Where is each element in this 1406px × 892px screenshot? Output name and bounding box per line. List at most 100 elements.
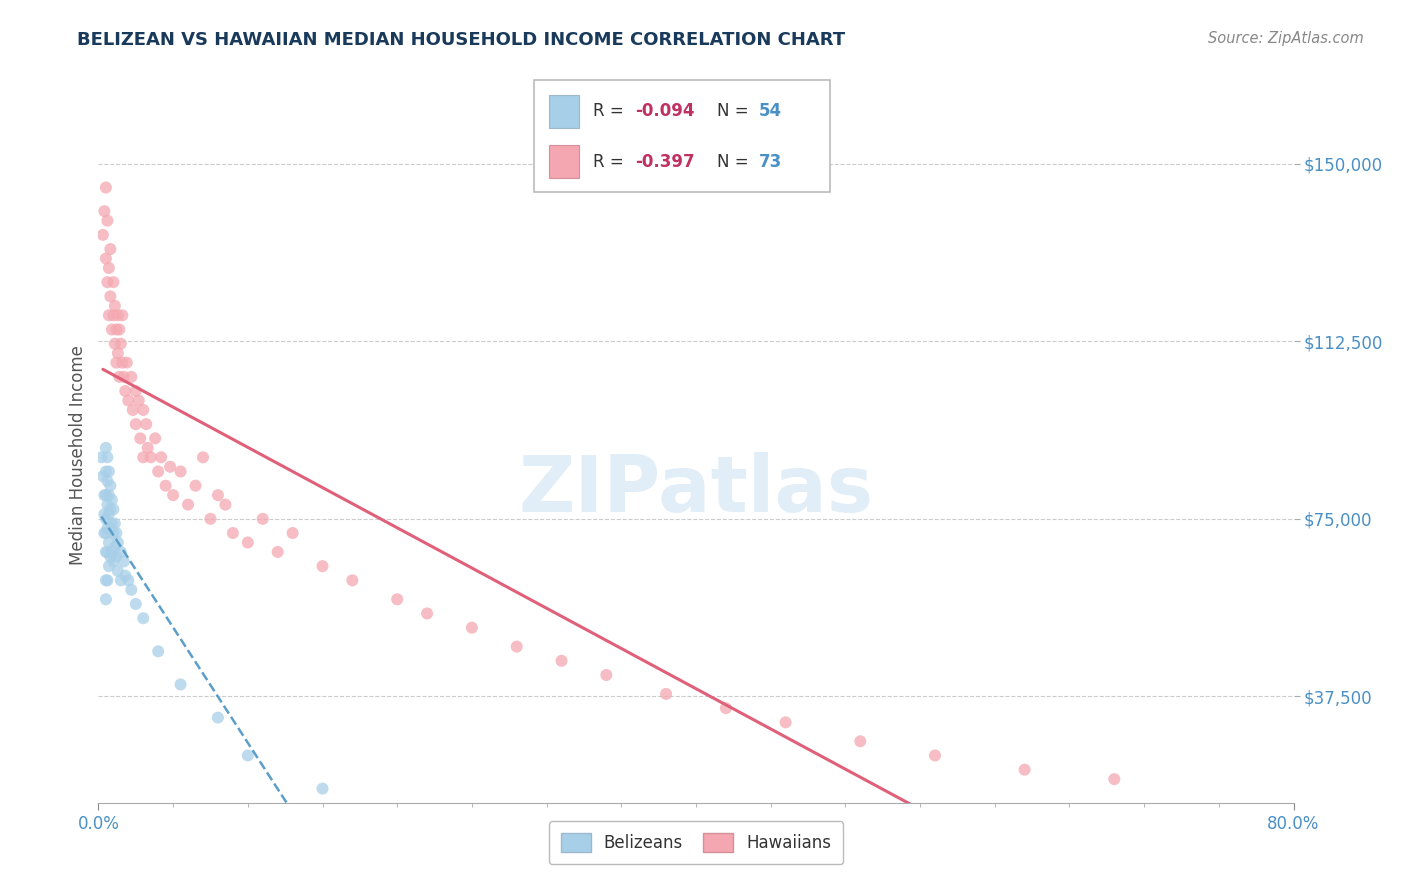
Point	[97, 465, 120, 479]
Point	[98, 289, 122, 303]
Text: -0.094: -0.094	[634, 103, 695, 120]
Point	[93, 204, 115, 219]
FancyBboxPatch shape	[534, 80, 830, 192]
Point	[94, 512, 117, 526]
Point	[281, 526, 304, 541]
Point	[207, 710, 229, 724]
Point	[107, 564, 129, 578]
Point	[595, 668, 617, 682]
Point	[342, 574, 364, 588]
Point	[93, 488, 115, 502]
Point	[107, 308, 129, 322]
Point	[148, 465, 170, 479]
Point	[105, 356, 128, 370]
Point	[169, 677, 191, 691]
Point	[91, 227, 114, 242]
Point	[125, 597, 148, 611]
Point	[236, 748, 259, 763]
Point	[103, 526, 125, 541]
Point	[117, 393, 139, 408]
Point	[416, 607, 439, 621]
Point	[97, 559, 120, 574]
Text: -0.397: -0.397	[634, 153, 695, 170]
Point	[120, 369, 142, 384]
Text: Source: ZipAtlas.com: Source: ZipAtlas.com	[1208, 31, 1364, 46]
Text: ZIPatlas: ZIPatlas	[519, 451, 873, 528]
Point	[135, 417, 157, 432]
Point	[132, 403, 155, 417]
Point	[129, 431, 152, 445]
Point	[112, 554, 135, 568]
Text: R =: R =	[593, 103, 630, 120]
Point	[107, 346, 129, 360]
Point	[105, 322, 128, 336]
Point	[108, 322, 131, 336]
Point	[104, 516, 127, 531]
Text: 73: 73	[759, 153, 782, 170]
Point	[184, 478, 207, 492]
Point	[114, 384, 136, 398]
Point	[775, 715, 797, 730]
Point	[90, 450, 112, 465]
Point	[94, 465, 117, 479]
Point	[101, 492, 124, 507]
Point	[159, 459, 181, 474]
Point	[93, 507, 115, 521]
Point	[125, 417, 148, 432]
Point	[110, 336, 132, 351]
Point	[96, 574, 118, 588]
Point	[924, 748, 946, 763]
Point	[117, 574, 139, 588]
Point	[125, 384, 148, 398]
Point	[98, 242, 122, 256]
Point	[103, 275, 125, 289]
Point	[132, 450, 155, 465]
Legend: Belizeans, Hawaiians: Belizeans, Hawaiians	[548, 822, 844, 864]
Point	[101, 516, 124, 531]
Point	[506, 640, 529, 654]
Point	[105, 526, 128, 541]
Point	[93, 526, 115, 541]
Point	[98, 478, 122, 492]
Point	[110, 574, 132, 588]
Point	[96, 545, 118, 559]
Point	[252, 512, 274, 526]
Point	[104, 336, 127, 351]
Point	[96, 498, 118, 512]
Point	[714, 701, 737, 715]
Point	[177, 498, 200, 512]
Point	[136, 441, 159, 455]
Point	[97, 507, 120, 521]
Point	[98, 549, 122, 564]
Point	[132, 611, 155, 625]
Point	[112, 369, 135, 384]
Point	[94, 592, 117, 607]
Point	[114, 568, 136, 582]
Point	[550, 654, 572, 668]
Text: 54: 54	[759, 103, 782, 120]
Point	[200, 512, 222, 526]
Point	[849, 734, 872, 748]
Point	[94, 441, 117, 455]
Point	[104, 299, 127, 313]
Point	[222, 526, 245, 541]
Bar	[548, 145, 579, 178]
Point	[1104, 772, 1126, 786]
Point	[139, 450, 162, 465]
Point	[461, 621, 484, 635]
Point	[97, 488, 120, 502]
Point	[236, 535, 259, 549]
Point	[96, 275, 118, 289]
Point	[104, 540, 127, 554]
Point	[311, 559, 333, 574]
Point	[655, 687, 678, 701]
Point	[148, 644, 170, 658]
Point	[103, 554, 125, 568]
Point	[91, 469, 114, 483]
Point	[385, 592, 409, 607]
Point	[96, 450, 118, 465]
Point	[94, 488, 117, 502]
Point	[115, 356, 138, 370]
Point	[155, 478, 177, 492]
Point	[111, 308, 134, 322]
